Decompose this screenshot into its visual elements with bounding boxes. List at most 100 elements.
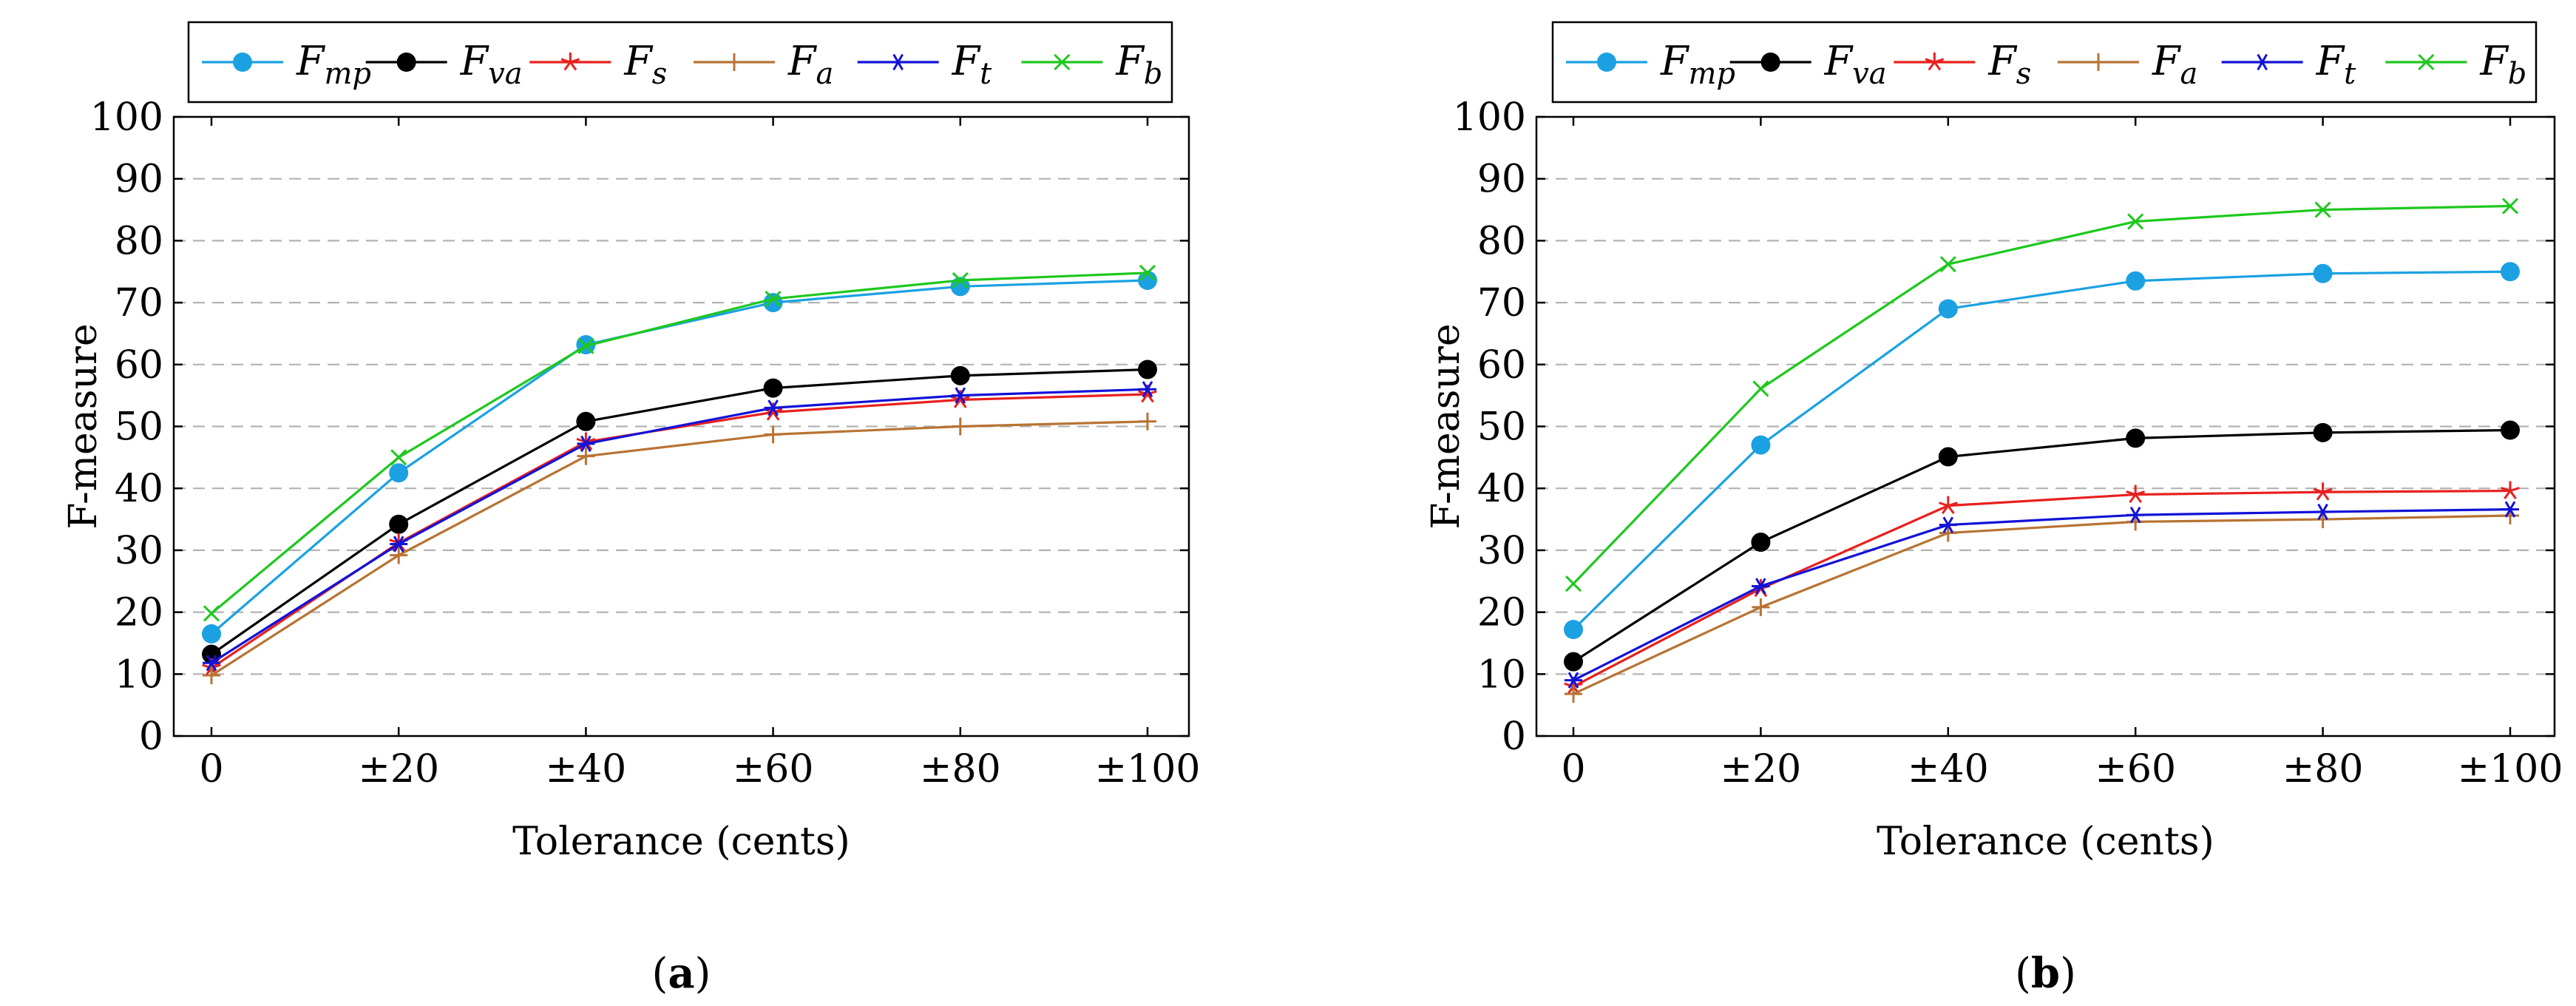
marker-star-arm [569,58,580,64]
marker-circle [1938,299,1958,319]
marker-x-b [2418,53,2435,71]
marker-dot [2313,422,2333,442]
marker-circle [1564,620,1583,640]
marker-x [2314,201,2331,218]
y-tick-label: 80 [1477,219,1526,263]
chart-panel-b: 0 10 20 30 40 50 60 70 80 90 100 0 ±20 ±40 ±60 ±80 ±100 T… [1424,21,2563,998]
marker-circle [233,53,252,72]
marker-x-b [1752,380,1769,397]
marker-star-arm [2501,487,2511,492]
marker-star [2126,485,2146,503]
series-line [211,368,1148,655]
legend-label-sub: mp [1688,57,1735,91]
panel-caption: (a) [651,949,711,998]
marker-star-arm [1938,502,1949,507]
marker-circle [763,293,783,313]
x-tick-label: ±40 [1908,747,1989,791]
marker-plus [951,417,969,436]
marker-plus [1139,412,1156,431]
marker-dot [1564,652,1583,672]
x-tick-label: 0 [1561,747,1585,791]
marker-plus [203,666,220,684]
y-tick-label: 80 [115,219,163,263]
legend-item: Fva [1729,38,1887,91]
x-axis-label: Tolerance (cents) [1877,820,2214,864]
marker-circle [2313,263,2333,283]
marker-star-arm [1941,504,1950,515]
series-Ft [1565,501,2519,689]
x-tick-label: 0 [199,747,223,791]
marker-dot [1138,359,1157,379]
marker-star-arm [1573,682,1583,688]
marker-star-arm [772,411,780,421]
marker-circle [389,463,409,483]
marker-x-b [2501,198,2519,215]
x-tick-label: ±80 [2282,747,2364,791]
marker-x [952,271,969,289]
marker-circle [2313,263,2333,283]
legend-item: Fs [1894,38,2031,91]
legend-label-sub: s [2016,57,2032,91]
marker-star [763,402,783,421]
marker-asterisk [889,53,907,71]
panel-caption: (b) [2015,949,2076,998]
marker-asterisk [2501,501,2519,518]
marker-asterisk-arm [2317,503,2328,521]
x-tick-label: ±40 [546,747,627,791]
x-tick-label: ±100 [2458,747,2563,791]
marker-star [560,53,580,71]
series-line [1573,489,2511,688]
marker-asterisk-arm [955,387,966,404]
marker-x-b [1054,53,1071,71]
marker-x [390,449,407,466]
series-Fs [202,384,1157,677]
y-tick-label: 60 [1477,343,1526,388]
marker-circle [2126,271,2146,291]
marker-asterisk [764,399,782,416]
marker-plus [1565,685,1582,703]
marker-x-b [2127,213,2144,230]
y-tick-label: 30 [1477,529,1526,573]
series-line [1573,508,2511,682]
legend-box [1551,21,2538,104]
y-tick-label: 50 [115,405,163,450]
marker-star-arm [2316,491,2324,501]
marker-dot [1938,447,1958,467]
legend-label: Fb [1115,38,1162,91]
x-tick-label: ±20 [1721,747,1802,791]
marker-asterisk [1939,516,1957,533]
series-line [211,393,1148,669]
y-axis-label: F-measure [61,323,106,529]
y-tick-label: 60 [115,343,163,388]
marker-asterisk [951,387,969,404]
marker-circle [389,463,409,483]
marker-asterisk [577,435,595,453]
series-line [1572,270,2511,631]
marker-dot [763,378,783,398]
marker-asterisk-arm [1755,578,1766,595]
marker-dot [950,365,970,385]
marker-x-b [390,449,407,466]
x-tick-label: ±20 [358,747,439,791]
series-Fva [202,359,1157,664]
marker-asterisk-arm [892,53,904,71]
marker-circle [763,293,783,313]
marker-star-arm [1925,58,1935,64]
y-tick-label: 30 [115,529,163,573]
marker-circle [2501,262,2520,282]
marker-dot [1760,53,1780,72]
caption-part: b [2031,949,2060,998]
marker-asterisk-arm [1567,672,1579,689]
legend-label-sub: mp [324,57,371,91]
marker-dot [576,411,596,431]
marker-star [950,390,970,408]
marker-star-arm [2322,491,2330,501]
marker-star-arm [2313,487,2324,493]
marker-star-arm [2135,490,2146,496]
y-tick-label: 70 [115,281,163,325]
marker-x [1939,256,1956,273]
marker-star-arm [1146,394,1154,403]
x-tick-label: ±100 [1095,747,1201,791]
marker-x-b [2314,201,2331,218]
